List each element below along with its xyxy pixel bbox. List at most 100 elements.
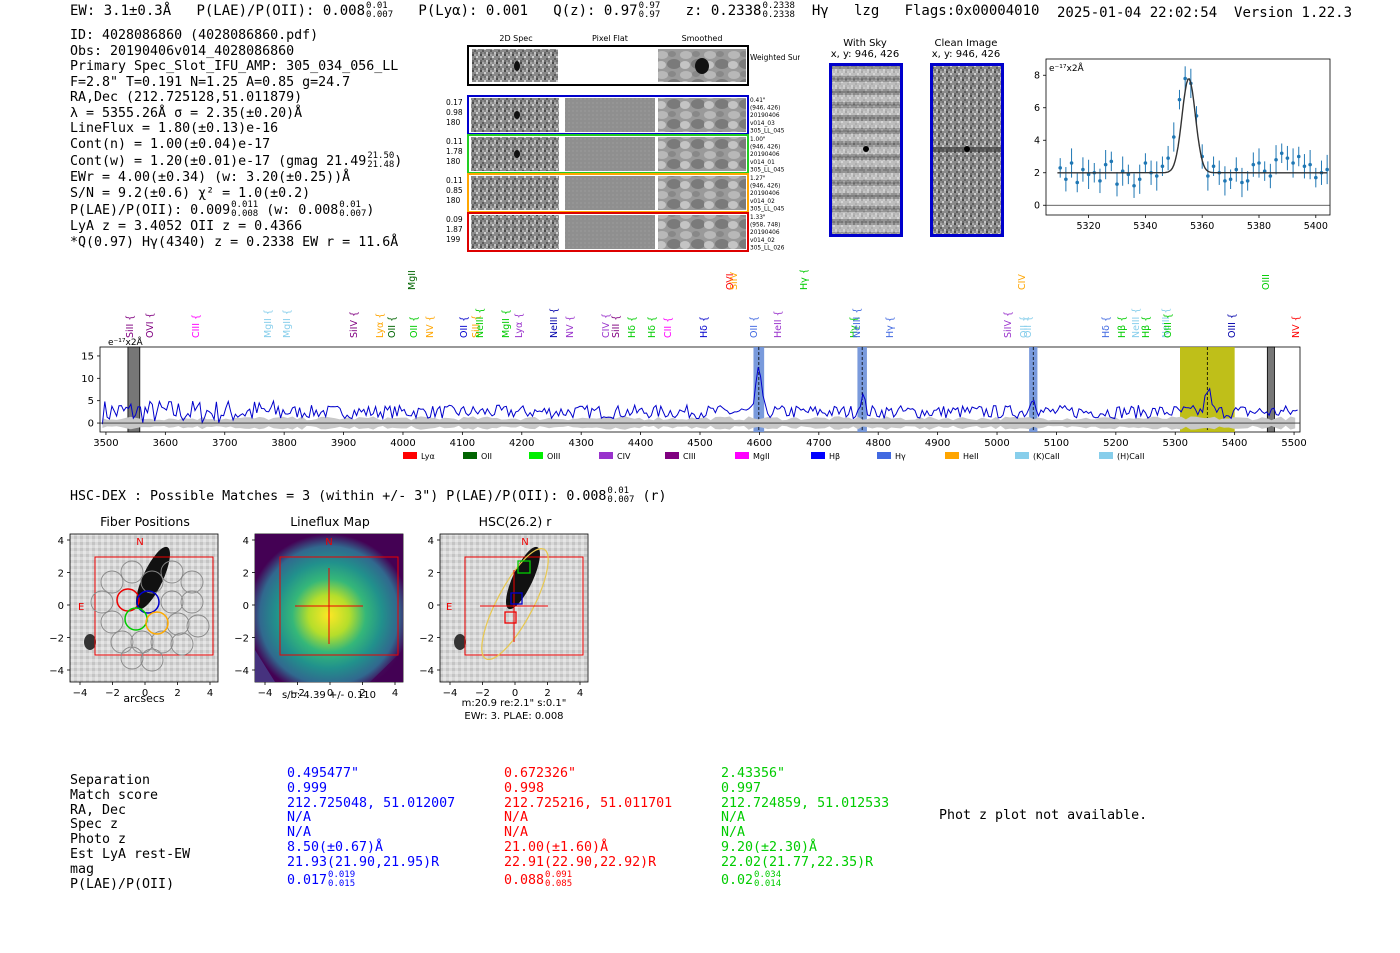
- detection-info: ID: 4028086860 (4028086860.pdf) Obs: 201…: [70, 28, 402, 250]
- fiber-circle: [166, 612, 190, 636]
- cutout-row-2-left2: 1.78: [446, 147, 463, 156]
- line-id-label: NeIII {: [1161, 308, 1172, 338]
- legend-swatch: [463, 452, 477, 459]
- spectrum-xtick-label: 5200: [1103, 438, 1128, 449]
- info-plae: P(LAE)/P(OII): 0.009 0.011 0.008 (w: 0.008…: [70, 200, 375, 219]
- zoom-data-point: [1143, 161, 1148, 165]
- info-contn: Cont(n) = 1.00(±0.04)e-17: [70, 136, 271, 152]
- panel-xtick-label: 4: [577, 688, 583, 699]
- header-ew: EW: 3.1±0.3Å: [70, 3, 172, 19]
- line-id-label: OII {: [749, 316, 760, 338]
- info-params: F=2.8" T=0.191 N=1.25 A=0.85 g=24.7: [70, 74, 351, 90]
- panel3-title: HSC(26.2) r: [478, 514, 552, 529]
- spectrum-xtick-label: 4800: [865, 438, 890, 449]
- line-id-label: OII {: [1019, 316, 1030, 338]
- spectrum-xtick-label: 3600: [153, 438, 178, 449]
- zoom-data-point: [1183, 76, 1187, 81]
- header-bar: EW: 3.1±0.3Å P(LAE)/P(OII): 0.008 0.01 0.0…: [70, 1, 1040, 20]
- legend-swatch: [735, 452, 749, 459]
- cutout-row-2-r5: 305_LL_045: [750, 167, 785, 173]
- col-2d-label: 2D Spec: [499, 34, 532, 43]
- panel3-xlabel1: m:20.9 re:2.1" s:0.1": [462, 698, 567, 709]
- cutout-row-3-r4: v014_02: [750, 199, 775, 205]
- cutout-row-3-r3: 20190406: [750, 191, 780, 197]
- zoom-data-points: [1058, 66, 1329, 198]
- spectrum-xtick-label: 3700: [212, 438, 237, 449]
- info-q: *Q(0.97) Hγ(4340) z = 0.2338 EW r = 11.6…: [70, 234, 399, 250]
- info-lineflux: LineFlux = 1.80(±0.13)e-16: [70, 121, 279, 136]
- zoom-line-plot: e⁻¹⁷x2Å 0 2 4 6 8 5320 5340 5360 5380 5400: [1034, 58, 1331, 232]
- legend-label: OIII: [547, 452, 560, 461]
- panel-xtick-label: −4: [73, 688, 88, 699]
- cutout-row-1-left3: 180: [446, 118, 461, 127]
- info-lambda: λ = 5355.26Å σ = 2.35(±0.20)Å: [70, 105, 303, 121]
- zoom-data-point: [1098, 179, 1102, 183]
- fiber-circle: [90, 590, 114, 614]
- clean-image-title: Clean Image x, y: 946, 426: [931, 38, 1001, 60]
- panel-xtick-label: −2: [475, 688, 490, 699]
- line-id-label: NV {: [1291, 315, 1302, 338]
- zoom-data-point: [1251, 162, 1256, 167]
- zoom-xticks: 5320 5340 5360 5380 5400: [1077, 215, 1328, 232]
- info-lya: LyA z = 3.4052 OII z = 0.4366: [70, 219, 303, 234]
- info-contw: Cont(w) = 1.20(±0.01)e-17 (gmag 21.49 21.…: [70, 151, 403, 170]
- panel-xtick-label: 4: [207, 688, 213, 699]
- fiber-circle: [140, 570, 164, 594]
- spectrum-xtick-label: 4200: [509, 438, 534, 449]
- cutout-row-4-r3: 20190406: [750, 230, 780, 236]
- line-id-label: NV {: [425, 315, 436, 338]
- fiber-orange: [145, 611, 169, 635]
- panel-ytick-label: 0: [58, 601, 64, 612]
- col-flat-label: Pixel Flat: [592, 34, 628, 43]
- fiber-circle: [180, 570, 204, 594]
- spectrum-xtick-label: 3500: [93, 438, 118, 449]
- zoom-data-point: [1120, 169, 1125, 173]
- legend-label: OII: [481, 452, 492, 461]
- panel1-north: N: [136, 537, 143, 548]
- line-id-label: NV {: [565, 315, 576, 338]
- zoom-xtick-label: 5380: [1247, 221, 1271, 232]
- line-id-label: OVI {: [725, 270, 736, 290]
- panel-ticks: 4 2 0 −2 −4 −4 −2 0 2 4 4 2 0 −2 −4 −4 −2 0 2 4 4 2 0 −2 −4 −4 −2 0…: [50, 536, 583, 699]
- spectrum-legend: Lyα OII OIII CIV CIII MgII Hβ Hγ HeII (K)CaII (H)C…: [403, 452, 1144, 461]
- panel-xtick-label: 0: [327, 688, 333, 699]
- line-id-label: MgII {: [282, 309, 293, 338]
- legend-swatch: [599, 452, 613, 459]
- cutout-row-2-r4: v014_01: [750, 160, 775, 166]
- line-id-label: CIII {: [191, 314, 202, 338]
- legend-swatch: [877, 452, 891, 459]
- legend-swatch: [811, 452, 825, 459]
- legend-swatch: [1015, 452, 1029, 459]
- panel2-xlabel: s/b: 4.39 +/- 0.110: [282, 690, 376, 701]
- panel3-xlabel2: EWr: 3. PLAE: 0.008: [464, 711, 563, 722]
- cutout-row-3-r5: 305_LL_045: [750, 206, 785, 212]
- match-col-1: 0.495477" 0.999 212.725048, 51.012007 N/A N…: [287, 766, 456, 889]
- legend-label: Lyα: [421, 452, 435, 461]
- legend-label: Hβ: [829, 452, 840, 461]
- zoom-data-point: [1081, 167, 1085, 172]
- legend-swatch: [1099, 452, 1113, 459]
- panel-ytick-label: 2: [428, 569, 434, 580]
- zoom-xtick-label: 5360: [1190, 221, 1214, 232]
- zoom-data-point: [1154, 174, 1159, 178]
- legend-swatch: [403, 452, 417, 459]
- spectrum-xtick-label: 4700: [806, 438, 831, 449]
- panel1-title: Fiber Positions: [100, 514, 190, 529]
- header-timestamp: 2025-01-04 22:02:54: [1057, 5, 1218, 21]
- hsc-image-panel: N E m:20.9 re:2.1" s:0.1" EWr: 3. PLAE: …: [439, 533, 589, 722]
- line-id-label: CII {: [663, 317, 674, 338]
- match-col-3: 2.43356" 0.997 212.724859, 51.012533 N/A N/…: [721, 766, 890, 889]
- zoom-data-point: [1228, 177, 1233, 182]
- match-table-labels: Separation Match score RA, Dec Spec z Ph…: [70, 773, 190, 892]
- cutout-row-4-r4: v014_02: [750, 238, 775, 244]
- label-radec: RA, Dec: [70, 802, 127, 818]
- cutout-row-2-r1: 1.00": [750, 137, 766, 143]
- spectrum-xtick-label: 3800: [271, 438, 296, 449]
- zoom-xtick-label: 5320: [1077, 221, 1101, 232]
- line-id-label: SiIV {: [349, 311, 360, 338]
- fiber-circle: [160, 590, 184, 614]
- line-id-label: SiIV {: [1003, 311, 1014, 338]
